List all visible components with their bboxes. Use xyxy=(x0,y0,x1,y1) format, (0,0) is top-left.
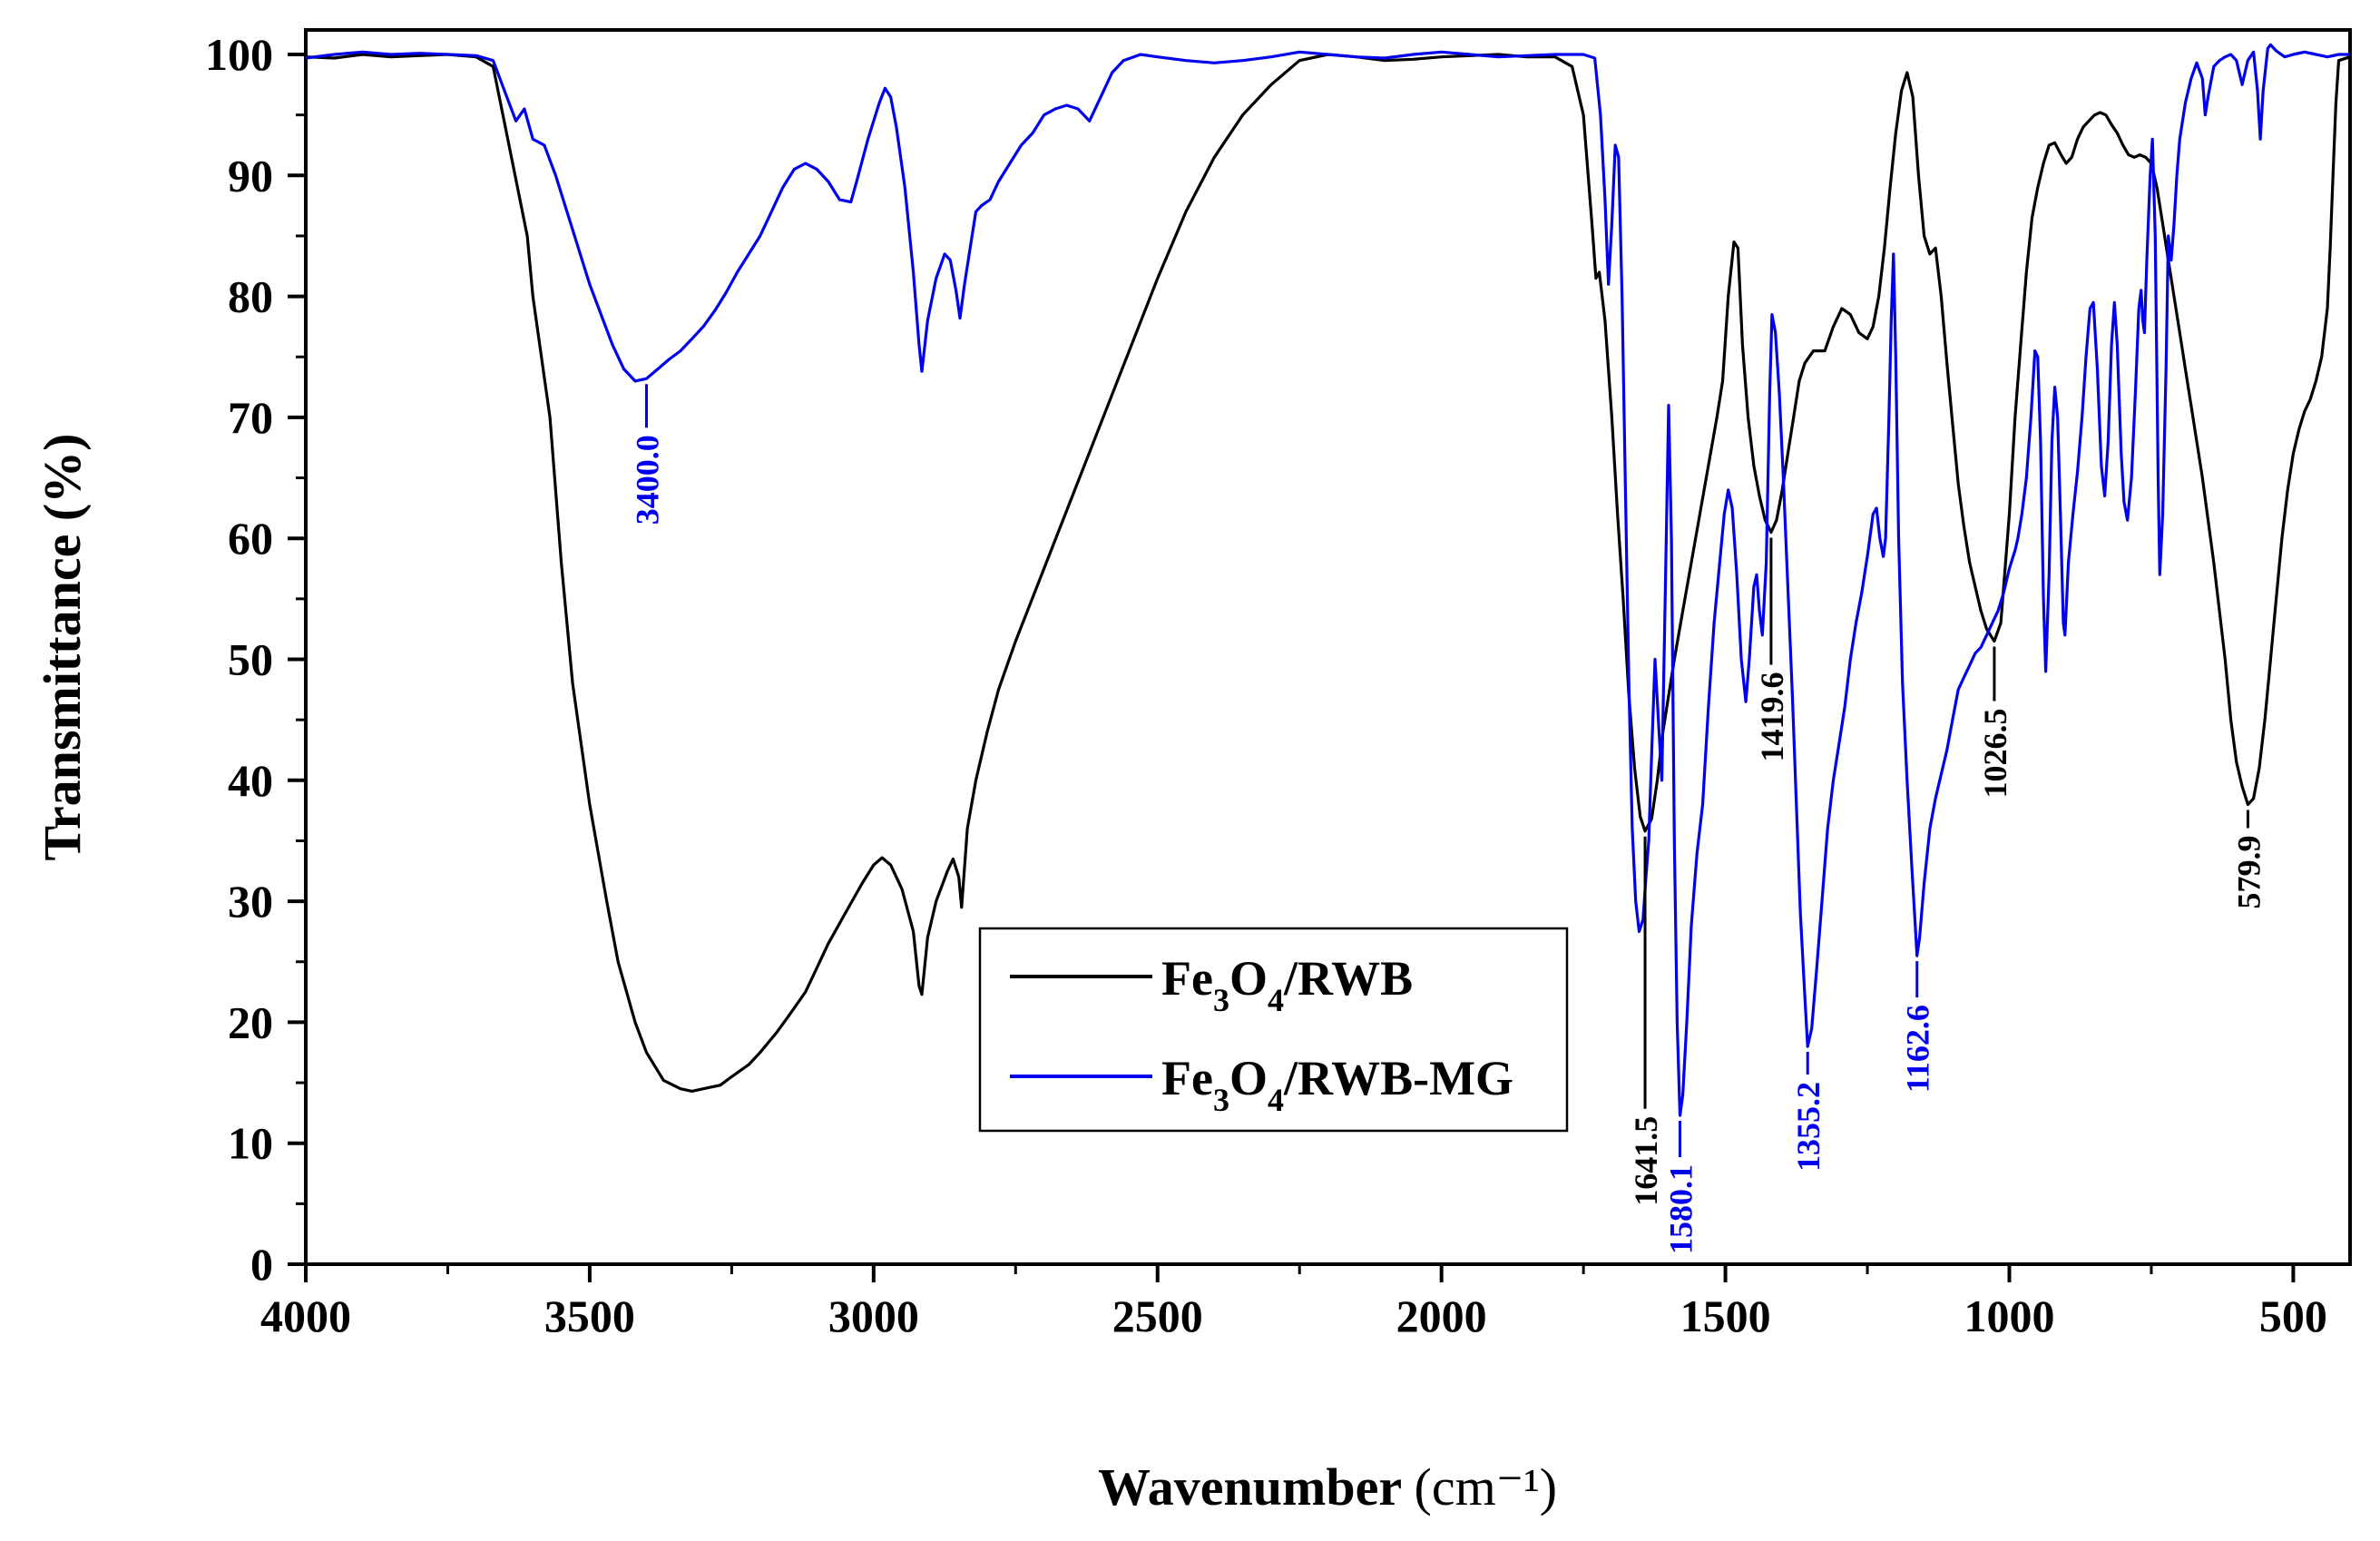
y-tick-label: 20 xyxy=(228,996,273,1047)
tick-layer: 4000 3500 3000 2500 2000 1500 1000 500 0 10 20 30 40… xyxy=(205,29,2327,1341)
peak-label: 1641.5 xyxy=(1628,1116,1664,1206)
x-tick-label: 1000 xyxy=(1964,1291,2055,1341)
legend-label-rwb: Fe3O4/RWB xyxy=(1161,951,1413,1018)
x-tick-label: 500 xyxy=(2259,1291,2327,1341)
legend: Fe3O4/RWB Fe3O4/RWB-MG xyxy=(978,927,1569,1133)
y-tick-label: 30 xyxy=(228,876,273,927)
series-line-rwb-mg xyxy=(305,43,2350,1117)
x-tick-label: 2000 xyxy=(1396,1291,1487,1341)
y-tick-label: 70 xyxy=(228,392,273,443)
x-axis-title: Wavenumber (cm⁻¹) xyxy=(1098,1458,1557,1516)
y-tick-label: 60 xyxy=(228,513,273,564)
y-tick-label: 100 xyxy=(205,29,273,80)
y-tick-label: 90 xyxy=(228,150,273,201)
peak-label: 1419.6 xyxy=(1754,672,1790,762)
y-tick-label: 10 xyxy=(228,1118,273,1169)
peak-label: 1355.2 xyxy=(1790,1082,1827,1172)
y-tick-label: 0 xyxy=(250,1239,273,1290)
y-tick-label: 80 xyxy=(228,271,273,322)
y-axis-title: Transmittance (%) xyxy=(33,434,92,861)
x-tick-label: 4000 xyxy=(260,1291,351,1341)
legend-box xyxy=(978,927,1569,1133)
legend-label-rwb-mg: Fe3O4/RWB-MG xyxy=(1161,1051,1513,1118)
x-tick-label: 2500 xyxy=(1112,1291,1203,1341)
peak-label: 1162.6 xyxy=(1900,1005,1936,1093)
x-tick-label: 3500 xyxy=(544,1291,635,1341)
peak-label: 1580.1 xyxy=(1662,1164,1699,1254)
peak-label: 3400.0 xyxy=(630,435,666,525)
y-tick-label: 50 xyxy=(228,634,273,685)
series-layer xyxy=(305,43,2351,1117)
y-tick-label: 40 xyxy=(228,755,273,806)
peak-label: 1026.5 xyxy=(1977,709,2013,799)
x-tick-label: 3000 xyxy=(828,1291,919,1341)
x-tick-label: 1500 xyxy=(1680,1291,1771,1341)
peak-label: 579.9 xyxy=(2230,835,2267,908)
